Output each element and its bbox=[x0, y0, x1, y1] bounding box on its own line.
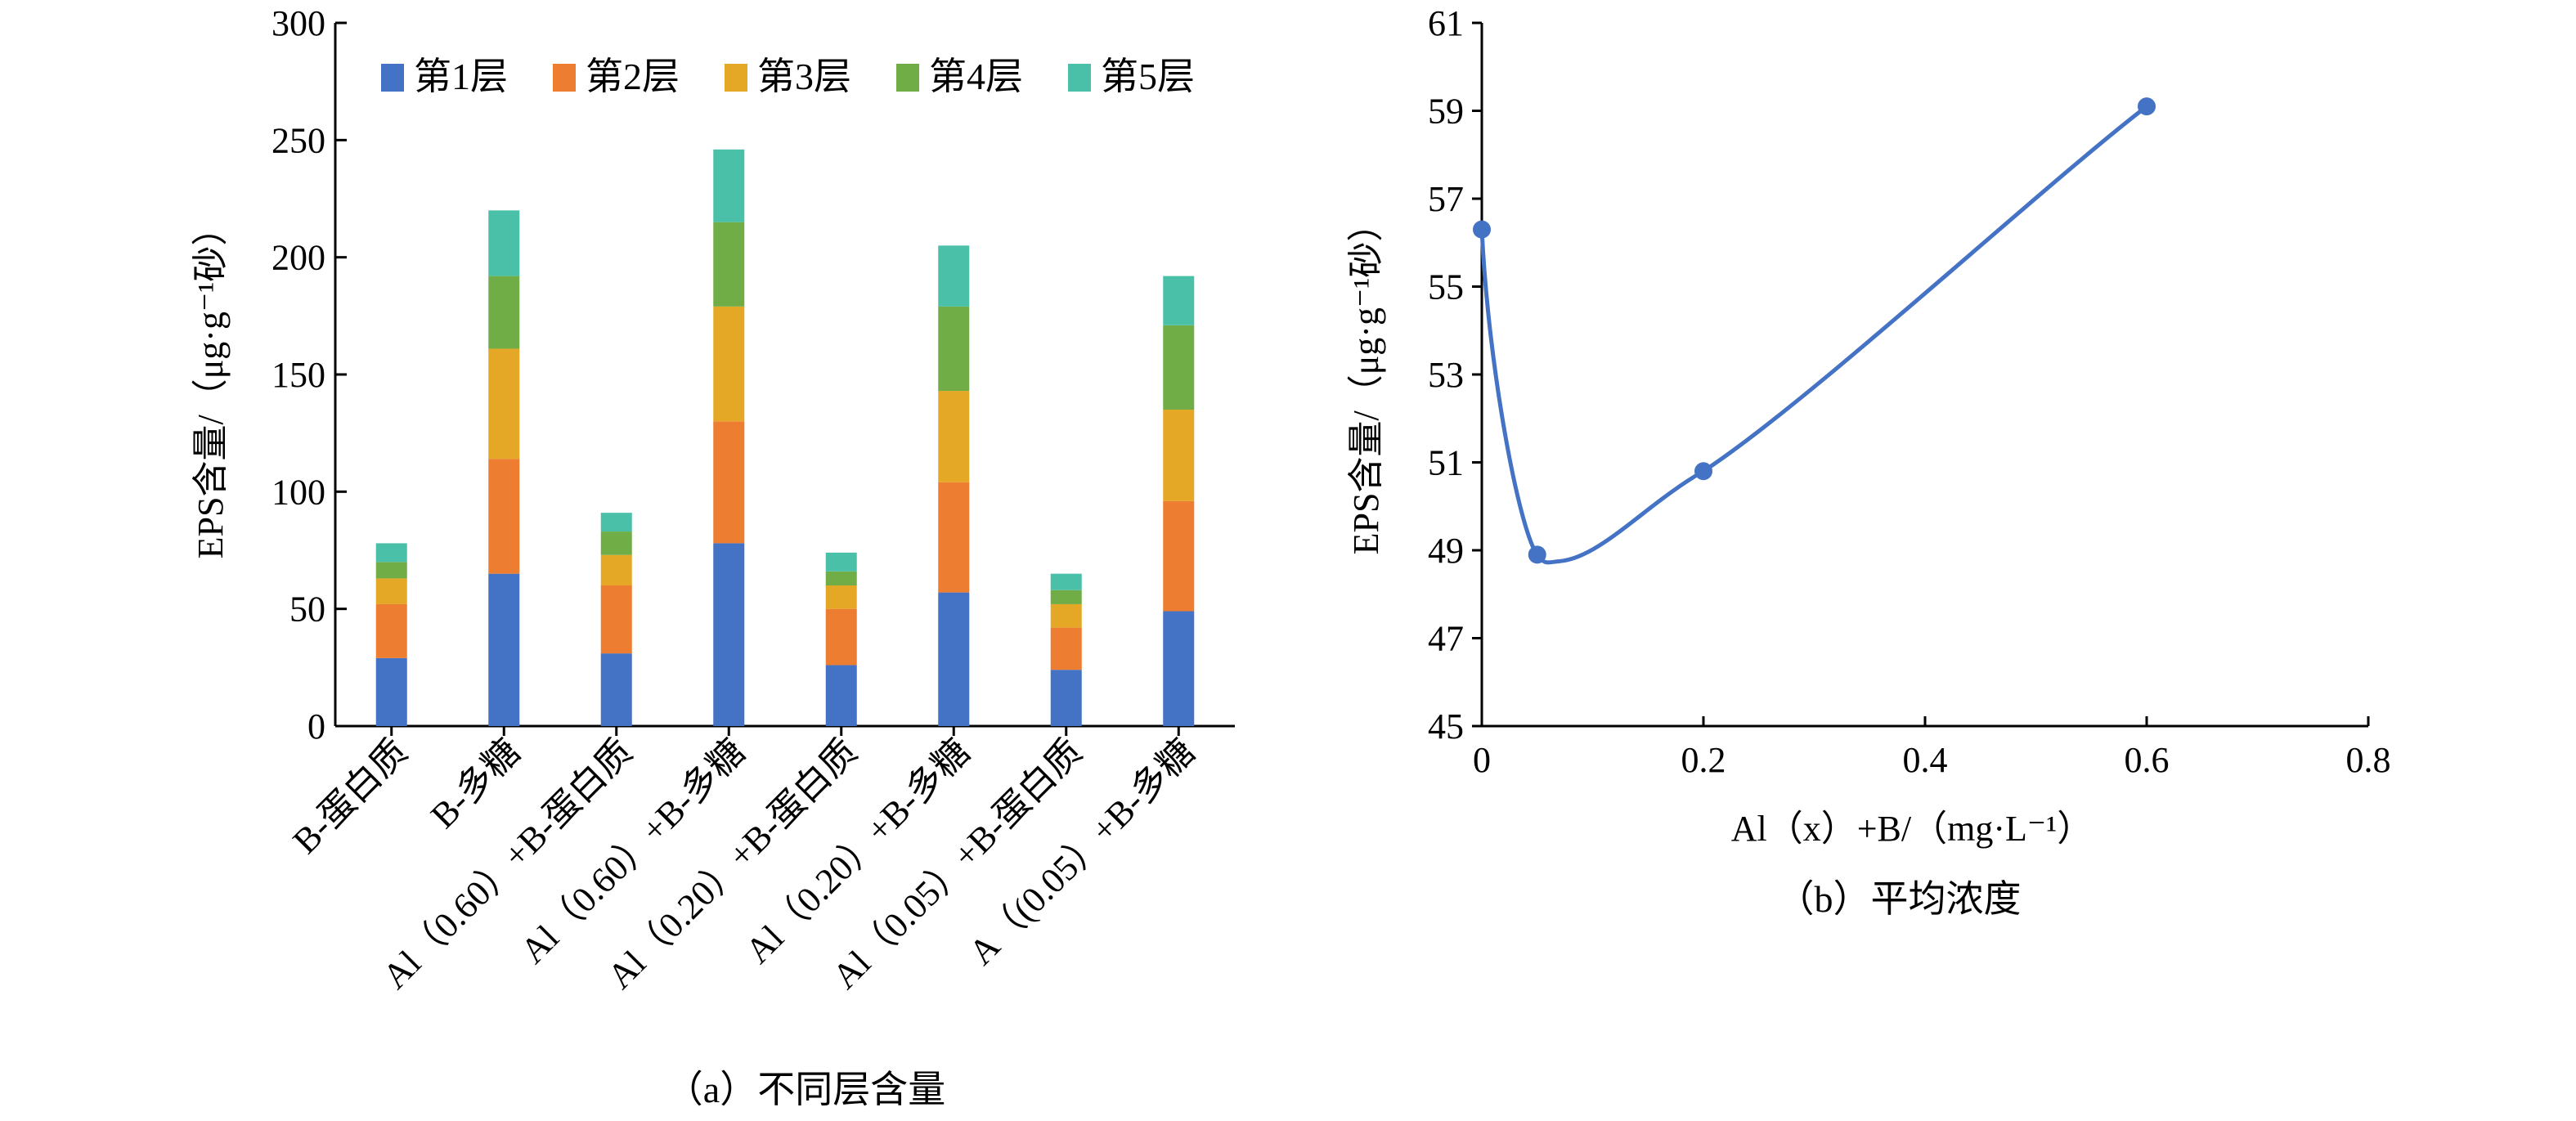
panel-a-bar-segment bbox=[375, 562, 407, 579]
panel-b-x-axis-label: Al（x）+B/（mg·L⁻¹） bbox=[1731, 809, 2094, 849]
panel-b-data-point bbox=[1694, 462, 1712, 481]
panel-a-bar-segment bbox=[375, 578, 407, 604]
panel-a-bar-segment bbox=[1050, 573, 1082, 590]
panel-a-bar-segment bbox=[938, 482, 970, 593]
panel-b-y-tick-label: 55 bbox=[1428, 267, 1464, 307]
panel-b-x-tick-labels: 0 0.2 0.4 0.6 0.8 bbox=[1473, 740, 2391, 780]
panel-a-legend-swatch bbox=[896, 64, 919, 92]
panel-a-x-tick-label: B-多糖 bbox=[423, 731, 527, 836]
panel-b-y-tick-label: 53 bbox=[1428, 355, 1464, 395]
panel-a-bar-segment bbox=[1163, 276, 1195, 325]
panel-a-bar-segment bbox=[713, 149, 745, 222]
panel-a-bar-segment bbox=[488, 459, 520, 574]
panel-b-y-axis-label: EPS含量/（μg·g⁻¹砂） bbox=[1346, 206, 1386, 555]
panel-a-bar-segment bbox=[375, 657, 407, 726]
panel-b-data-point bbox=[1528, 545, 1546, 564]
panel-b-data-point bbox=[1473, 220, 1491, 239]
panel-a-bar-segment bbox=[600, 554, 632, 585]
panel-a-bar-segment bbox=[1050, 627, 1082, 670]
panel-a-bar-segment bbox=[488, 276, 520, 349]
panel-a-y-tick-label: 300 bbox=[272, 3, 325, 43]
panel-b-y-tick-label: 47 bbox=[1428, 619, 1464, 659]
panel-a-bar-segment bbox=[600, 531, 632, 555]
panel-b-y-tick-label: 49 bbox=[1428, 531, 1464, 571]
panel-a-legend-label: 第1层 bbox=[414, 56, 508, 97]
panel-b-caption: （b）平均浓度 bbox=[1777, 878, 2022, 920]
panel-a-bar-segment bbox=[825, 608, 857, 666]
panel-a-bar-segment bbox=[1050, 603, 1082, 628]
panel-a-y-tick-label: 50 bbox=[289, 590, 325, 630]
panel-a-bar-segment bbox=[938, 245, 970, 307]
panel-a-bar-segment bbox=[1163, 500, 1195, 612]
panel-b-data-point bbox=[2138, 97, 2156, 116]
panel-b-y-tick-labels: 45 47 49 51 53 55 57 59 61 bbox=[1428, 3, 1464, 747]
panel-b-series-line bbox=[1479, 105, 2148, 565]
panel-b-y-tick-label: 57 bbox=[1428, 179, 1464, 219]
panel-a-y-tick-labels: 0 50 100 150 200 250 300 bbox=[272, 3, 325, 747]
panel-a-legend-label: 第4层 bbox=[929, 56, 1023, 97]
panel-a-bar-segment bbox=[938, 592, 970, 726]
panel-a-bar-segment bbox=[600, 585, 632, 654]
panel-a-x-tick-label: B-蛋白质 bbox=[285, 731, 415, 861]
panel-b-y-tick-label: 61 bbox=[1428, 3, 1464, 43]
panel-a-legend-label: 第2层 bbox=[586, 56, 680, 97]
panel-b-y-tick-label: 51 bbox=[1428, 443, 1464, 483]
panel-a-bar-segment bbox=[1163, 611, 1195, 726]
panel-a-bar-segment bbox=[825, 571, 857, 585]
panel-a-y-tick-label: 100 bbox=[272, 472, 325, 512]
panel-b-axes bbox=[1472, 21, 2370, 728]
panel-a-axes bbox=[334, 21, 1235, 736]
panel-a-bar-segment bbox=[600, 513, 632, 532]
panel-a-legend-label: 第5层 bbox=[1101, 56, 1195, 97]
panel-a-bar-segment bbox=[713, 421, 745, 544]
panel-b-x-tick-label: 0.2 bbox=[1681, 740, 1726, 780]
panel-a-bar-segment bbox=[375, 603, 407, 658]
panel-a-bar-segment bbox=[375, 543, 407, 563]
panel-a-bar-segment bbox=[1050, 590, 1082, 604]
panel-a-bar-segment bbox=[825, 665, 857, 726]
panel-a-bar-segment bbox=[938, 306, 970, 392]
panel-a-y-tick-label: 250 bbox=[272, 120, 325, 160]
panel-b-chart: 45 47 49 51 53 55 57 59 61 0 0.2 0.4 0.6 0.8 EPS含量/（… bbox=[1346, 3, 2391, 920]
panel-a-bar-segment bbox=[713, 543, 745, 726]
panel-a-bar-segment bbox=[713, 222, 745, 307]
panel-a-bar-segment bbox=[1163, 410, 1195, 501]
panel-a-bar-segment bbox=[488, 348, 520, 460]
panel-b-x-tick-label: 0.6 bbox=[2125, 740, 2170, 780]
panel-a-x-tick-labels: B-蛋白质 B-多糖Al（0.60）+B-蛋白质Al（0.60）+B-多糖Al（0… bbox=[285, 731, 1203, 996]
panel-a-y-tick-label: 200 bbox=[272, 238, 325, 278]
panel-a-bar-segment bbox=[488, 210, 520, 276]
panel-a-bar-segment bbox=[713, 306, 745, 422]
panel-a-bar-segment bbox=[938, 391, 970, 482]
panel-a-y-tick-label: 150 bbox=[272, 355, 325, 395]
panel-a-chart: 0 50 100 150 200 250 300 B-蛋白质 B-多糖Al（0.60）+B-蛋… bbox=[191, 3, 1235, 1110]
panel-b-x-tick-label: 0 bbox=[1473, 740, 1491, 780]
panel-a-bar-segment bbox=[825, 552, 857, 572]
panel-a-y-tick-label: 0 bbox=[307, 706, 325, 747]
panel-a-y-axis-label: EPS含量/（μg·g⁻¹砂） bbox=[191, 210, 231, 559]
panel-a-bar-segment bbox=[600, 653, 632, 726]
panel-a-legend-label: 第3层 bbox=[757, 56, 851, 97]
panel-a-legend-swatch bbox=[381, 64, 404, 92]
panel-a-caption: （a）不同层含量 bbox=[666, 1069, 945, 1110]
panel-b-y-tick-label: 59 bbox=[1428, 92, 1464, 132]
panel-b-x-tick-label: 0.4 bbox=[1903, 740, 1948, 780]
panel-a-legend-swatch bbox=[553, 64, 576, 92]
panel-a-legend-swatch bbox=[1068, 64, 1091, 92]
panel-b-x-tick-label: 0.8 bbox=[2346, 740, 2391, 780]
panel-a-legend: 第1层 第2层 第3层 第4层 第5层 bbox=[381, 56, 1195, 97]
panel-b-y-tick-label: 45 bbox=[1428, 706, 1464, 747]
panel-a-bars bbox=[375, 149, 1195, 726]
panel-a-bar-segment bbox=[825, 585, 857, 609]
panel-a-legend-swatch bbox=[725, 64, 747, 92]
panel-a-bar-segment bbox=[488, 573, 520, 726]
panel-b-data-points bbox=[1473, 97, 2156, 564]
panel-a-bar-segment bbox=[1050, 670, 1082, 726]
panel-a-bar-segment bbox=[1163, 325, 1195, 410]
